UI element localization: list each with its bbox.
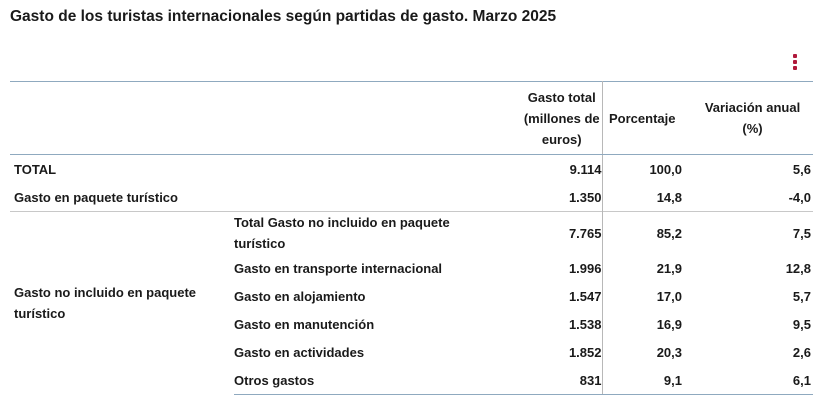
cell-porcentaje: 100,0 <box>649 161 682 177</box>
cell-porcentaje: 85,2 <box>602 211 682 254</box>
row-label: Total Gasto no incluido en paquete turís… <box>234 211 490 254</box>
cell-gasto: 831 <box>490 366 603 395</box>
table-row: Gasto en alojamiento 1.547 17,0 5,7 <box>10 282 813 310</box>
cell-variacion: 5,6 <box>792 161 811 177</box>
row-label: Gasto en alojamiento <box>234 288 366 304</box>
data-table: Gasto total (millones de euros) Porcenta… <box>10 81 813 395</box>
cell-porcentaje: 14,8 <box>656 189 682 205</box>
table-row: Otros gastos 831 9,1 6,1 <box>10 366 813 395</box>
cell-variacion: 12,8 <box>785 260 811 276</box>
table-row: Gasto no incluido en paquete turístico T… <box>10 211 813 395</box>
cell-variacion: 2,6 <box>792 344 811 360</box>
row-label: TOTAL <box>14 161 57 177</box>
header-row: Gasto total (millones de euros) Porcenta… <box>10 81 813 155</box>
table-row: Gasto en transporte internacional 1.996 … <box>10 254 813 282</box>
header-variacion: Variación anual (%) <box>682 81 813 155</box>
cell-gasto: 9.114 <box>490 154 603 183</box>
cell-variacion: 6,1 <box>682 366 813 395</box>
row-label: Gasto en actividades <box>234 344 365 360</box>
cell-porcentaje: 17,0 <box>656 288 682 304</box>
cell-variacion: 7,5 <box>682 211 813 254</box>
group-label-no-incluido: Gasto no incluido en paquete turístico <box>10 211 234 395</box>
row-label: Gasto en paquete turístico <box>14 189 178 205</box>
table-row: Gasto en actividades 1.852 20,3 2,6 <box>10 338 813 366</box>
page-title: Gasto de los turistas internacionales se… <box>10 8 557 25</box>
cell-gasto: 1.547 <box>490 282 603 310</box>
table-row-paquete: Gasto en paquete turístico 1.350 14,8 -4… <box>10 183 813 212</box>
cell-porcentaje: 21,9 <box>656 260 682 276</box>
row-label: Otros gastos <box>234 366 490 395</box>
kebab-menu-icon[interactable] <box>792 54 798 70</box>
cell-gasto: 1.350 <box>490 183 603 212</box>
header-porcentaje: Porcentaje <box>602 81 682 155</box>
cell-gasto: 7.765 <box>490 211 603 254</box>
cell-gasto: 1.996 <box>490 254 603 282</box>
cell-gasto: 1.852 <box>490 338 603 366</box>
header-gasto-total: Gasto total (millones de euros) <box>490 81 603 155</box>
row-label: Gasto en manutención <box>234 316 375 332</box>
table-row: Gasto en manutención 1.538 16,9 9,5 <box>10 310 813 338</box>
cell-variacion: 9,5 <box>792 316 811 332</box>
cell-porcentaje: 20,3 <box>656 344 682 360</box>
cell-porcentaje: 16,9 <box>656 316 682 332</box>
cell-variacion: -4,0 <box>788 189 811 205</box>
row-label: Gasto en transporte internacional <box>234 260 443 276</box>
cell-variacion: 5,7 <box>792 288 811 304</box>
table-row-total: TOTAL 9.114 100,0 5,6 <box>10 154 813 183</box>
cell-porcentaje: 9,1 <box>602 366 682 395</box>
cell-gasto: 1.538 <box>490 310 603 338</box>
